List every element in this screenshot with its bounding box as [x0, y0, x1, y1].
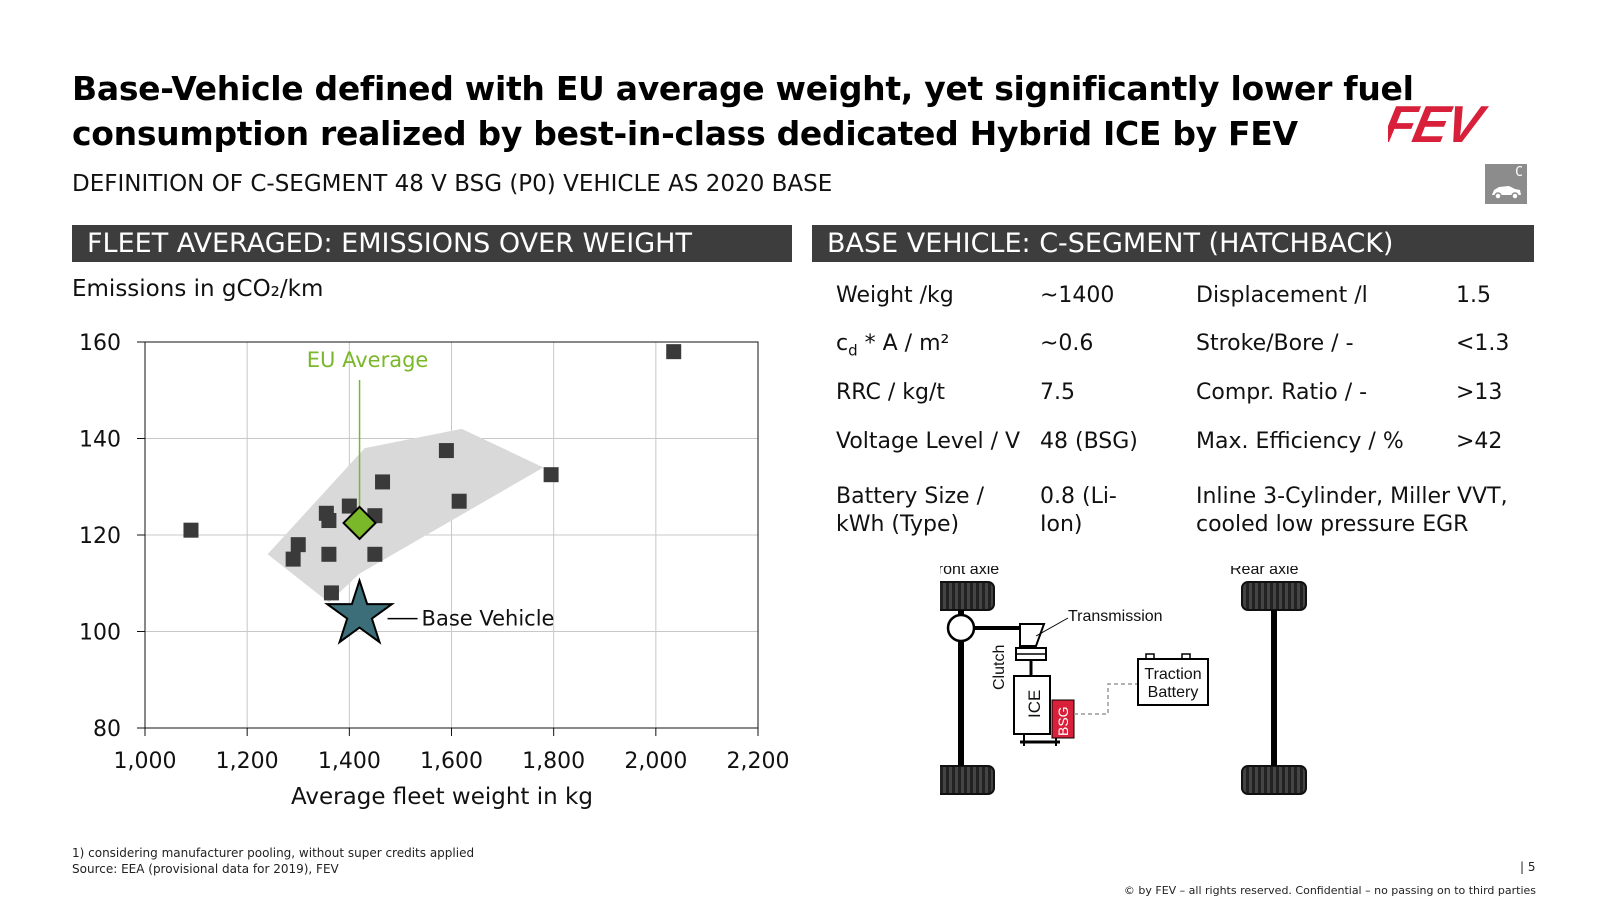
chart-band	[267, 428, 544, 603]
y-tick-label: 120	[79, 524, 121, 549]
data-point	[290, 537, 306, 553]
copyright: © by FEV – all rights reserved. Confiden…	[1123, 884, 1536, 897]
emissions-scatter-chart: Emissions in gCO₂/km 1,000 1,200 1,400 1,60…	[72, 276, 789, 810]
transmission-box	[1019, 623, 1046, 647]
traction-battery	[1137, 658, 1209, 706]
drivetrain-diagram: Front axle Transmission Clutch ICE BSG T…	[940, 566, 1307, 795]
differential	[946, 613, 976, 643]
x-tick-label: 1,000	[114, 749, 177, 774]
data-point	[666, 344, 682, 360]
clutch-label: Clutch	[991, 645, 1008, 690]
page-number: | 5	[1520, 860, 1536, 874]
spec-value: 7.5	[1040, 380, 1075, 405]
x-tick-label: 2,000	[624, 749, 687, 774]
spec-label: Stroke/Bore / -	[1196, 331, 1354, 356]
bsg-label: BSG	[1055, 706, 1071, 736]
x-axis-label: Average fleet weight in kg	[291, 784, 593, 810]
ice-label: ICE	[1025, 690, 1044, 718]
title-line-2: consumption realized by best-in-class de…	[72, 114, 1298, 153]
x-tick-label: 1,400	[318, 749, 381, 774]
eu-average-label: EU Average	[307, 348, 429, 372]
car-icon	[1492, 186, 1521, 200]
spec-value: ~1400	[1040, 283, 1115, 308]
footnote-pooling: 1) considering manufacturer pooling, wit…	[72, 846, 475, 860]
eu-average-marker	[342, 505, 377, 541]
data-point	[183, 522, 199, 538]
ice-block	[1013, 675, 1051, 735]
y-tick-label: 80	[93, 717, 121, 742]
spec-label: Max. Efficiency / %	[1196, 429, 1404, 454]
chart-points	[183, 344, 682, 601]
data-point	[285, 551, 301, 567]
spec-label: cd * A / m²	[836, 331, 950, 360]
data-point	[321, 513, 337, 529]
chart-highlights: EU Average Base Vehicle	[307, 348, 555, 645]
spec-value: ~0.6	[1040, 331, 1094, 356]
section-header-base-vehicle: BASE VEHICLE: C-SEGMENT (HATCHBACK)	[812, 225, 1534, 262]
spec-label: Compr. Ratio / -	[1196, 380, 1368, 405]
fev-logo: FEV	[1388, 98, 1492, 150]
data-point	[438, 443, 454, 459]
segment-badge: C	[1485, 164, 1527, 204]
fleet-band	[267, 428, 544, 603]
bsg-motor	[1051, 699, 1075, 739]
page-subtitle: DEFINITION OF C-SEGMENT 48 V BSG (P0) VE…	[72, 171, 833, 197]
y-tick-label: 100	[79, 621, 121, 646]
front-axle-label: Front axle	[940, 566, 999, 578]
spec-value: >13	[1456, 380, 1503, 405]
data-point	[321, 546, 337, 562]
footnote-source: Source: EEA (provisional data for 2019),…	[72, 862, 339, 876]
data-point	[451, 493, 467, 509]
spec-label: Battery Size / kWh (Type)	[836, 484, 984, 537]
x-tick-label: 1,800	[522, 749, 585, 774]
base-vehicle-marker	[324, 577, 395, 645]
battery-label-line-1: Traction	[1144, 666, 1201, 683]
base-vehicle-label: Base Vehicle	[422, 607, 555, 631]
spec-value: >42	[1456, 429, 1503, 454]
section-header-fleet: FLEET AVERAGED: EMISSIONS OVER WEIGHT	[72, 225, 792, 262]
chart-grid	[144, 341, 759, 729]
spec-value: 1.5	[1456, 283, 1491, 308]
rear-left-wheel	[1241, 581, 1307, 611]
data-point	[341, 498, 357, 514]
electric-connection	[1074, 683, 1138, 715]
front-right-wheel	[940, 765, 995, 795]
x-tick-label: 2,200	[727, 749, 790, 774]
logo-text: FEV	[1388, 98, 1492, 150]
spec-label: RRC / kg/t	[836, 380, 945, 405]
y-tick-label: 140	[79, 428, 121, 453]
page-title: Base-Vehicle defined with EU average wei…	[72, 66, 1414, 156]
data-point	[323, 585, 339, 601]
data-point	[375, 474, 391, 490]
rear-right-wheel	[1241, 765, 1307, 795]
x-tick-label: 1,600	[420, 749, 483, 774]
spec-label: Inline 3-Cylinder, Miller VVT, cooled low…	[1196, 484, 1508, 537]
spec-label: Voltage Level / V	[836, 429, 1021, 454]
title-line-1: Base-Vehicle defined with EU average wei…	[72, 69, 1414, 108]
spec-label: Weight /kg	[836, 283, 954, 308]
transmission-label: Transmission	[1068, 608, 1163, 625]
y-tick-label: 160	[79, 331, 121, 356]
spec-value: <1.3	[1456, 331, 1510, 356]
transmission-pointer	[1035, 617, 1069, 637]
y-axis-label: Emissions in gCO₂/km	[72, 276, 323, 302]
front-left-wheel	[940, 581, 995, 611]
battery-label-line-2: Battery	[1148, 684, 1199, 701]
segment-letter: C	[1515, 165, 1523, 180]
x-tick-label: 1,200	[216, 749, 279, 774]
spec-label: Displacement /l	[1196, 283, 1368, 308]
chart-ticks: 1,000 1,200 1,400 1,600 1,800 2,000 2,200 80 100…	[79, 331, 789, 774]
spec-value: 48 (BSG)	[1040, 429, 1138, 454]
rear-axle-label: Rear axle	[1230, 566, 1299, 578]
spec-value: 0.8 (Li- Ion)	[1040, 484, 1117, 537]
data-point	[367, 546, 383, 562]
data-point	[543, 467, 559, 483]
